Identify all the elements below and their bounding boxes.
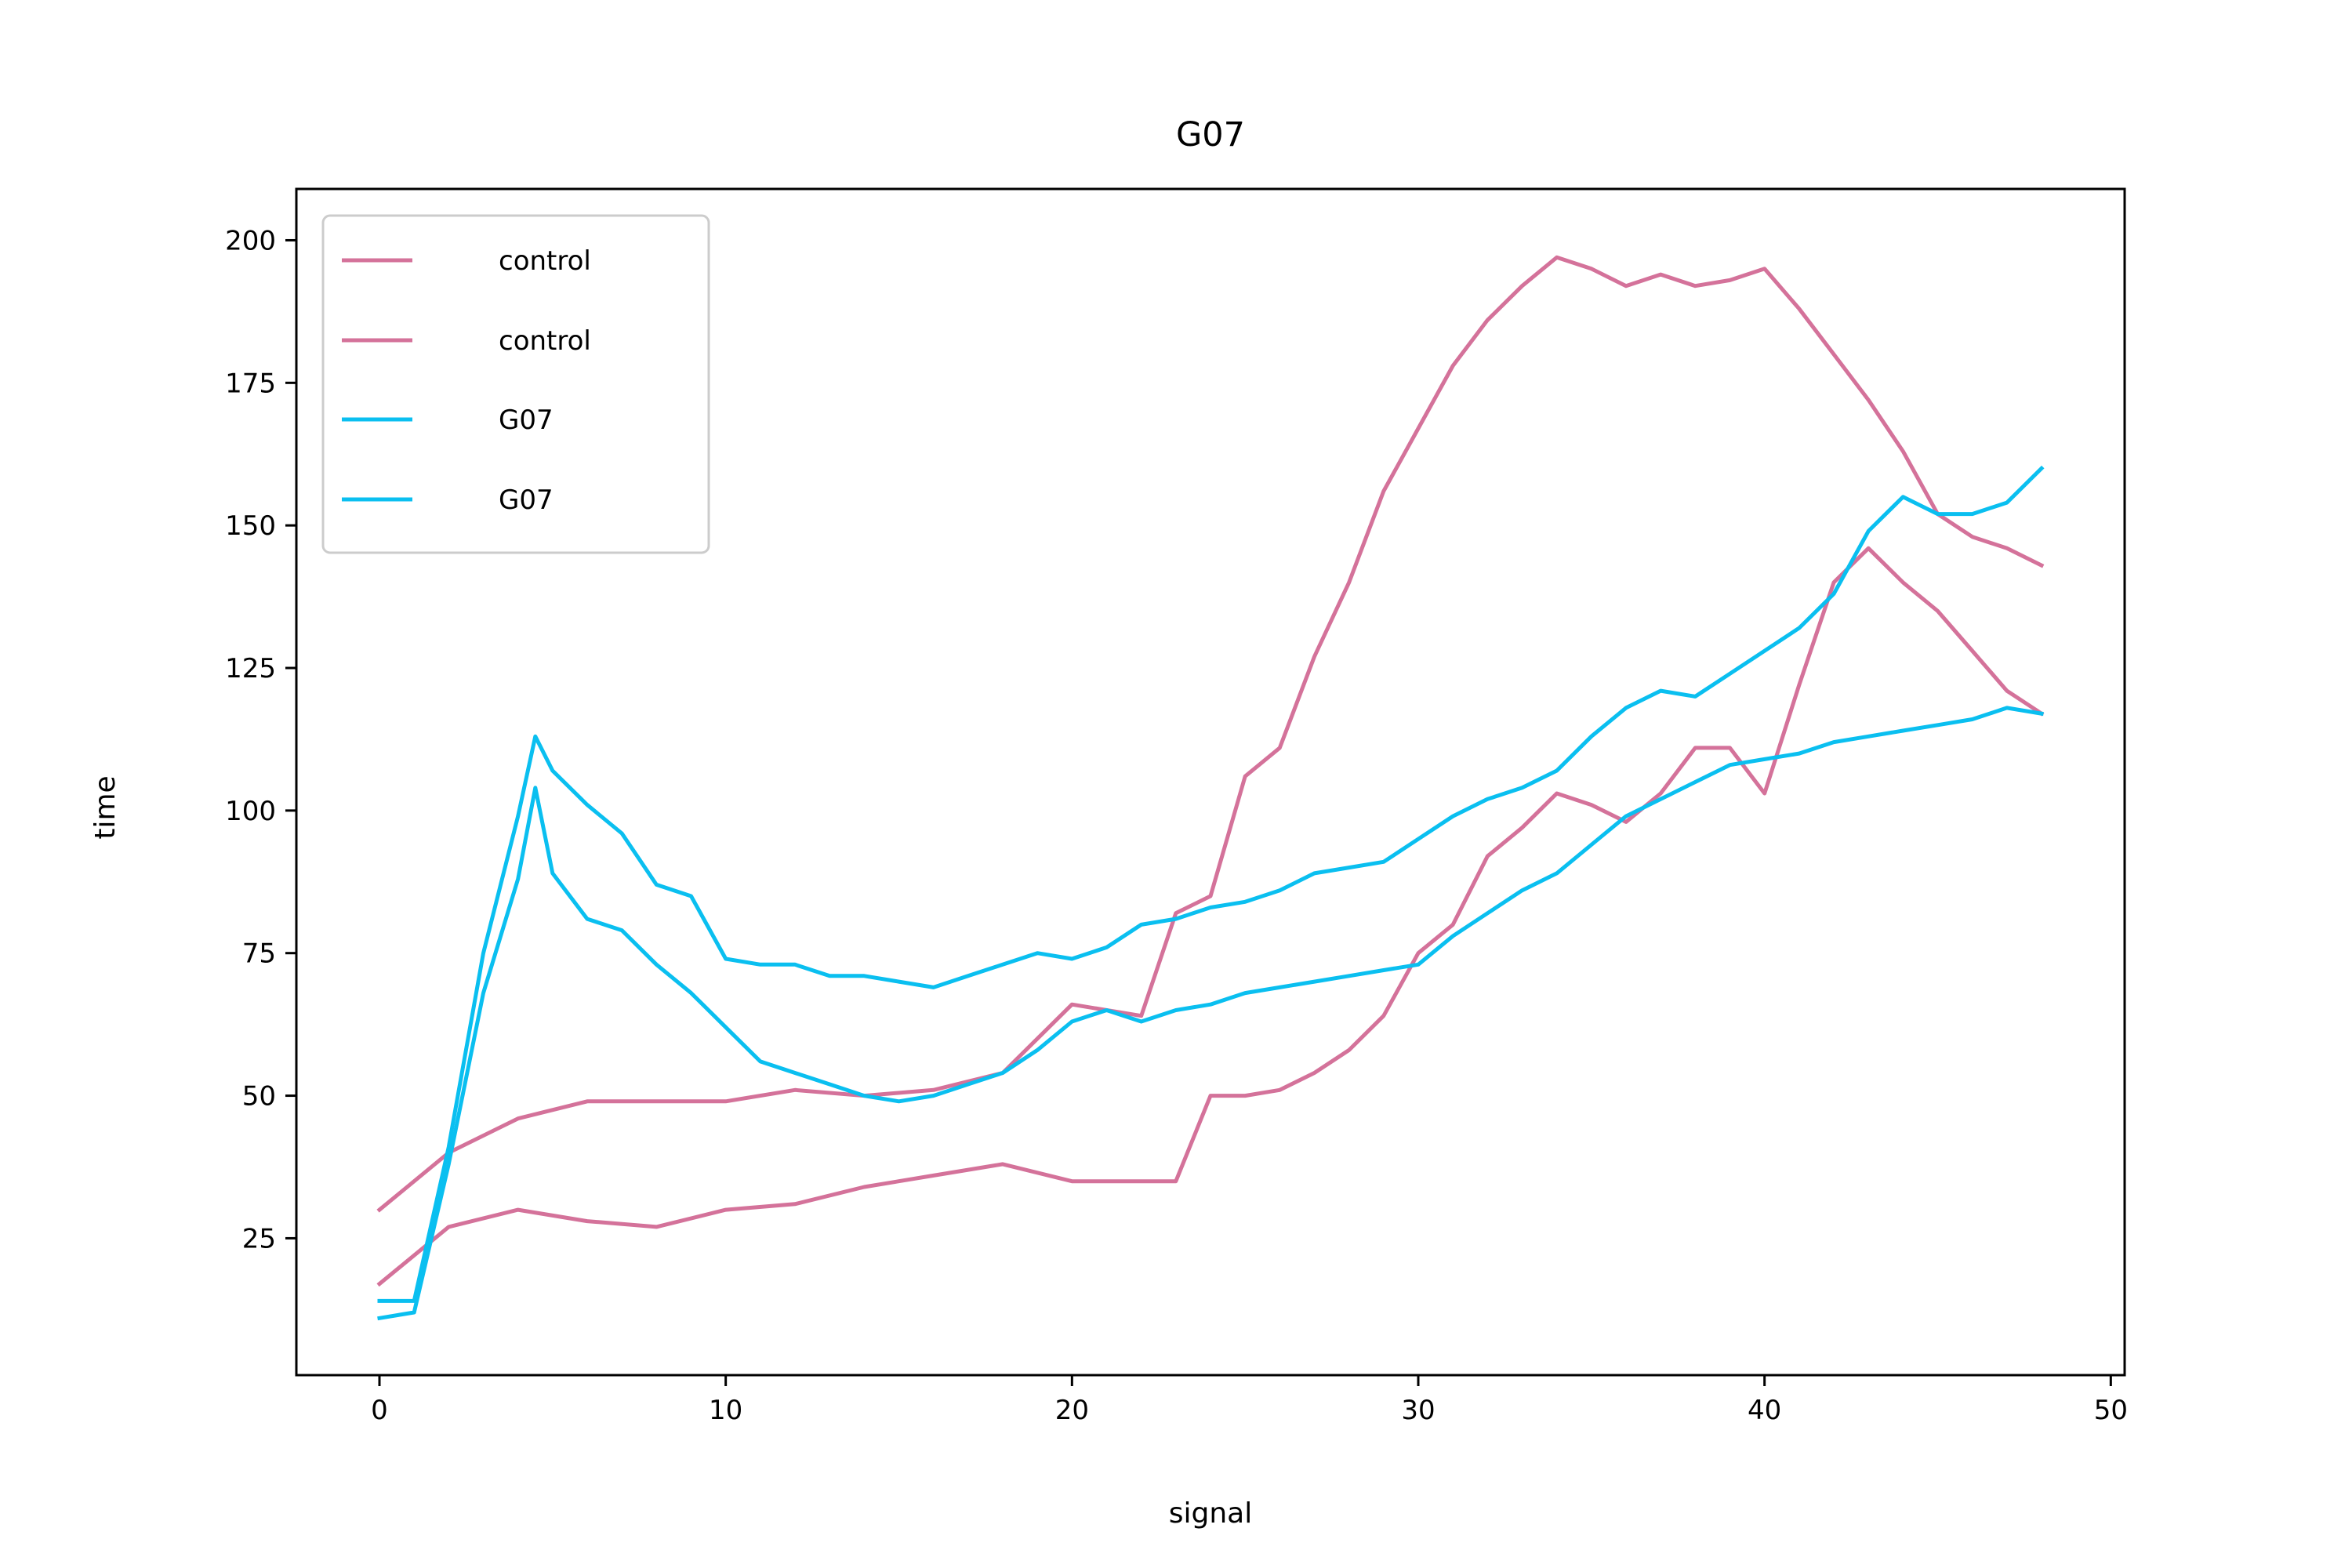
y-tick-label: 50: [242, 1081, 276, 1112]
chart-title: G07: [1176, 115, 1245, 154]
x-axis-label: signal: [1169, 1497, 1253, 1530]
y-tick-label: 175: [225, 368, 276, 399]
legend-label-control-1: control: [499, 245, 591, 277]
y-tick-label: 100: [225, 796, 276, 827]
legend-label-control-2: control: [499, 325, 591, 357]
series-line-g07-4: [377, 706, 2044, 1321]
ticks-layer: 0 10 20 30 40 50 25 50 75 100 125 150 175 200: [225, 225, 2128, 1426]
series-line-control-1: [376, 255, 2045, 1213]
series-layer: [376, 255, 2045, 1321]
plot-frame: [295, 187, 2126, 1377]
x-tick-label: 20: [1055, 1395, 1089, 1426]
legend-label-g07-1: G07: [499, 405, 554, 436]
y-tick-label: 150: [225, 510, 276, 542]
legend-box: [321, 214, 710, 554]
y-tick-label: 125: [225, 653, 276, 684]
x-tick-label: 40: [1748, 1395, 1781, 1426]
y-tick-label: 75: [242, 938, 276, 970]
y-tick-label: 25: [242, 1223, 276, 1254]
legend: control control G07 G07: [321, 214, 710, 554]
x-tick-label: 50: [2094, 1395, 2128, 1426]
legend-label-g07-2: G07: [499, 485, 554, 516]
y-tick-label: 200: [225, 225, 276, 256]
series-line-g07-3: [377, 465, 2045, 1303]
x-tick-label: 0: [371, 1395, 388, 1426]
x-tick-label: 10: [709, 1395, 742, 1426]
y-axis-label: time: [89, 775, 122, 839]
x-tick-label: 30: [1401, 1395, 1435, 1426]
